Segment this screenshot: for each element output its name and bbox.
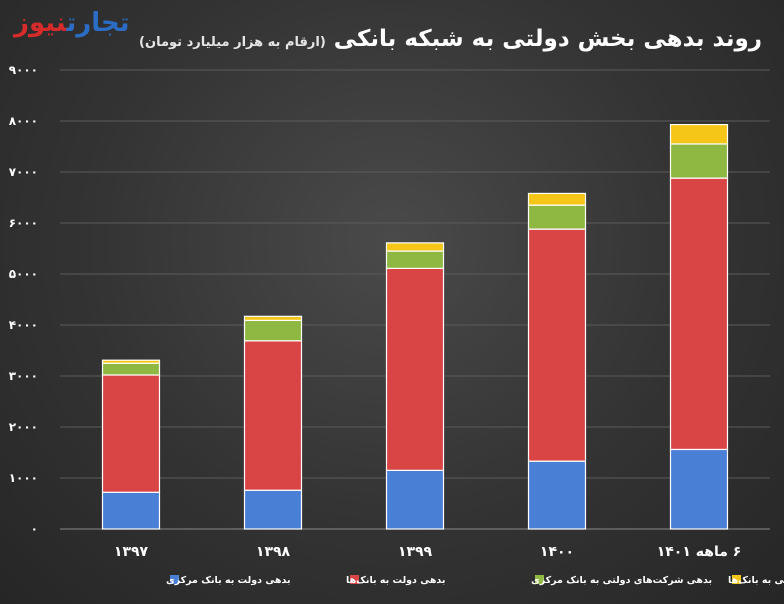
legend-swatch bbox=[535, 575, 544, 584]
bar-segment bbox=[101, 374, 161, 493]
legend-label: بدهی دولت به بانک‌ها bbox=[346, 575, 446, 586]
brand-logo: تجارتنیوز bbox=[14, 10, 130, 36]
x-tick-label: ۱۳۹۹ bbox=[398, 544, 433, 560]
legend-label: بدهی شرکت‌های دولتی به بانک‌ها bbox=[728, 575, 784, 586]
bar-segment bbox=[101, 359, 161, 364]
y-tick-label: ۱۰۰۰ bbox=[9, 471, 38, 485]
y-tick-label: ۷۰۰۰ bbox=[9, 165, 38, 179]
bar-segment bbox=[527, 192, 587, 206]
bar-segment bbox=[385, 267, 445, 471]
legend-label: بدهی دولت به بانک مرکزی bbox=[166, 575, 291, 586]
y-tick-label: ۹۰۰۰ bbox=[9, 63, 38, 77]
bar-segment bbox=[669, 177, 729, 451]
bar-segment bbox=[385, 469, 445, 530]
chart-title: روند بدهی بخش دولتی به شبکه بانکی bbox=[333, 26, 762, 52]
bar-segment bbox=[527, 204, 587, 230]
logo-part-1: تجارت bbox=[66, 8, 130, 38]
bar-segment bbox=[243, 319, 303, 342]
bar-segment bbox=[669, 143, 729, 179]
x-tick-label: ۱۳۹۷ bbox=[114, 544, 149, 560]
legend-swatch bbox=[350, 575, 359, 584]
bar-segment bbox=[243, 315, 303, 322]
y-tick-label: ۳۰۰۰ bbox=[9, 369, 38, 383]
bar-segment bbox=[243, 340, 303, 491]
bar-segment bbox=[669, 448, 729, 530]
logo-part-2: نیوز bbox=[14, 8, 67, 38]
bar-segment bbox=[101, 491, 161, 530]
x-tick-label: ۱۳۹۸ bbox=[256, 544, 291, 560]
y-tick-label: ۴۰۰۰ bbox=[9, 318, 38, 332]
chart-title-block: روند بدهی بخش دولتی به شبکه بانکی (ارقام… bbox=[139, 28, 762, 51]
chart-subtitle: (ارقام به هزار میلیارد تومان) bbox=[139, 35, 326, 50]
x-tick-label: ۱۴۰۰ bbox=[540, 544, 574, 560]
bar-segment bbox=[385, 242, 445, 252]
bar-segment bbox=[101, 362, 161, 376]
bar-segment bbox=[527, 460, 587, 530]
bar-segment bbox=[527, 228, 587, 462]
legend-swatch bbox=[732, 575, 741, 584]
x-tick-label: ۶ ماهه ۱۴۰۱ bbox=[657, 544, 742, 560]
bar-segment bbox=[385, 250, 445, 269]
legend-label: بدهی شرکت‌های دولتی به بانک مرکزی bbox=[531, 575, 712, 586]
bar-segment bbox=[243, 489, 303, 530]
legend-swatch bbox=[170, 575, 179, 584]
y-tick-label: ۰ bbox=[31, 522, 38, 536]
y-tick-label: ۶۰۰۰ bbox=[9, 216, 38, 230]
y-tick-label: ۵۰۰۰ bbox=[9, 267, 38, 281]
y-tick-label: ۸۰۰۰ bbox=[9, 114, 38, 128]
y-tick-label: ۲۰۰۰ bbox=[9, 420, 38, 434]
bar-segment bbox=[669, 123, 729, 145]
